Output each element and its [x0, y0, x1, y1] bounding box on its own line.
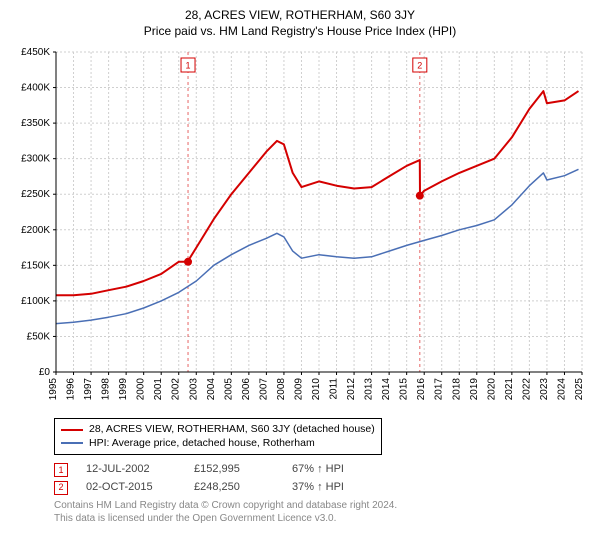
svg-text:£450K: £450K — [21, 47, 50, 58]
svg-text:1995: 1995 — [48, 378, 59, 401]
chart-svg: £0 £50K £100K £150K £200K £250K £300K £350K £400… — [12, 46, 588, 416]
sale-row: 1 12-JUL-2002 £152,995 67% ↑ HPI — [54, 461, 588, 479]
legend-item: 28, ACRES VIEW, ROTHERHAM, S60 3JY (deta… — [61, 423, 375, 437]
svg-text:£300K: £300K — [21, 154, 50, 165]
svg-text:2015: 2015 — [399, 378, 410, 401]
svg-text:2001: 2001 — [153, 378, 164, 401]
footnote-line: This data is licensed under the Open Gov… — [54, 513, 586, 526]
sale-pct: 37% ↑ HPI — [292, 479, 382, 497]
svg-text:2005: 2005 — [223, 378, 234, 401]
svg-text:2: 2 — [417, 61, 422, 71]
svg-text:2012: 2012 — [346, 378, 357, 401]
svg-text:2024: 2024 — [556, 378, 567, 401]
sale-marker: 2 — [54, 481, 68, 495]
sale-row: 2 02-OCT-2015 £248,250 37% ↑ HPI — [54, 479, 588, 497]
svg-text:£400K: £400K — [21, 83, 50, 94]
svg-text:1999: 1999 — [118, 378, 129, 401]
svg-text:1997: 1997 — [83, 378, 94, 401]
svg-text:2009: 2009 — [293, 378, 304, 401]
footnote: Contains HM Land Registry data © Crown c… — [54, 500, 586, 525]
svg-text:2006: 2006 — [241, 378, 252, 401]
svg-text:£150K: £150K — [21, 260, 50, 271]
legend-swatch — [61, 442, 83, 444]
svg-text:2013: 2013 — [364, 378, 375, 401]
svg-text:1998: 1998 — [101, 378, 112, 401]
footnote-line: Contains HM Land Registry data © Crown c… — [54, 500, 586, 513]
svg-text:2003: 2003 — [188, 378, 199, 401]
sale-price: £152,995 — [194, 461, 274, 479]
sale-price: £248,250 — [194, 479, 274, 497]
chart-title: 28, ACRES VIEW, ROTHERHAM, S60 3JY — [12, 8, 588, 22]
svg-text:2010: 2010 — [311, 378, 322, 401]
svg-text:£0: £0 — [39, 367, 51, 378]
svg-text:£50K: £50K — [27, 331, 51, 342]
svg-text:£250K: £250K — [21, 189, 50, 200]
svg-text:1: 1 — [186, 61, 191, 71]
svg-text:2019: 2019 — [469, 378, 480, 401]
svg-text:2017: 2017 — [434, 378, 445, 401]
svg-text:2016: 2016 — [416, 378, 427, 401]
sale-marker: 1 — [54, 463, 68, 477]
svg-text:2008: 2008 — [276, 378, 287, 401]
sale-date: 12-JUL-2002 — [86, 461, 176, 479]
legend-item: HPI: Average price, detached house, Roth… — [61, 437, 375, 451]
svg-text:£350K: £350K — [21, 118, 50, 129]
svg-text:2022: 2022 — [521, 378, 532, 401]
svg-text:2018: 2018 — [451, 378, 462, 401]
sale-pct: 67% ↑ HPI — [292, 461, 382, 479]
svg-text:2023: 2023 — [539, 378, 550, 401]
legend-swatch — [61, 429, 83, 431]
svg-text:2021: 2021 — [504, 378, 515, 401]
legend-label: 28, ACRES VIEW, ROTHERHAM, S60 3JY (deta… — [89, 423, 375, 437]
svg-text:1996: 1996 — [66, 378, 77, 401]
svg-text:2002: 2002 — [171, 378, 182, 401]
svg-text:2000: 2000 — [136, 378, 147, 401]
chart-container: 28, ACRES VIEW, ROTHERHAM, S60 3JY Price… — [0, 0, 600, 560]
legend: 28, ACRES VIEW, ROTHERHAM, S60 3JY (deta… — [54, 418, 382, 455]
svg-text:2007: 2007 — [258, 378, 269, 401]
svg-text:2004: 2004 — [206, 378, 217, 401]
svg-text:2025: 2025 — [574, 378, 585, 401]
sale-date: 02-OCT-2015 — [86, 479, 176, 497]
chart-subtitle: Price paid vs. HM Land Registry's House … — [12, 24, 588, 38]
legend-label: HPI: Average price, detached house, Roth… — [89, 437, 315, 451]
svg-text:2014: 2014 — [381, 378, 392, 401]
svg-text:2011: 2011 — [329, 378, 340, 400]
sales-table: 1 12-JUL-2002 £152,995 67% ↑ HPI 2 02-OCT-201… — [54, 461, 588, 496]
svg-text:£100K: £100K — [21, 296, 50, 307]
chart-area: £0 £50K £100K £150K £200K £250K £300K £350K £400… — [12, 46, 588, 416]
svg-text:£200K: £200K — [21, 225, 50, 236]
svg-text:2020: 2020 — [486, 378, 497, 401]
